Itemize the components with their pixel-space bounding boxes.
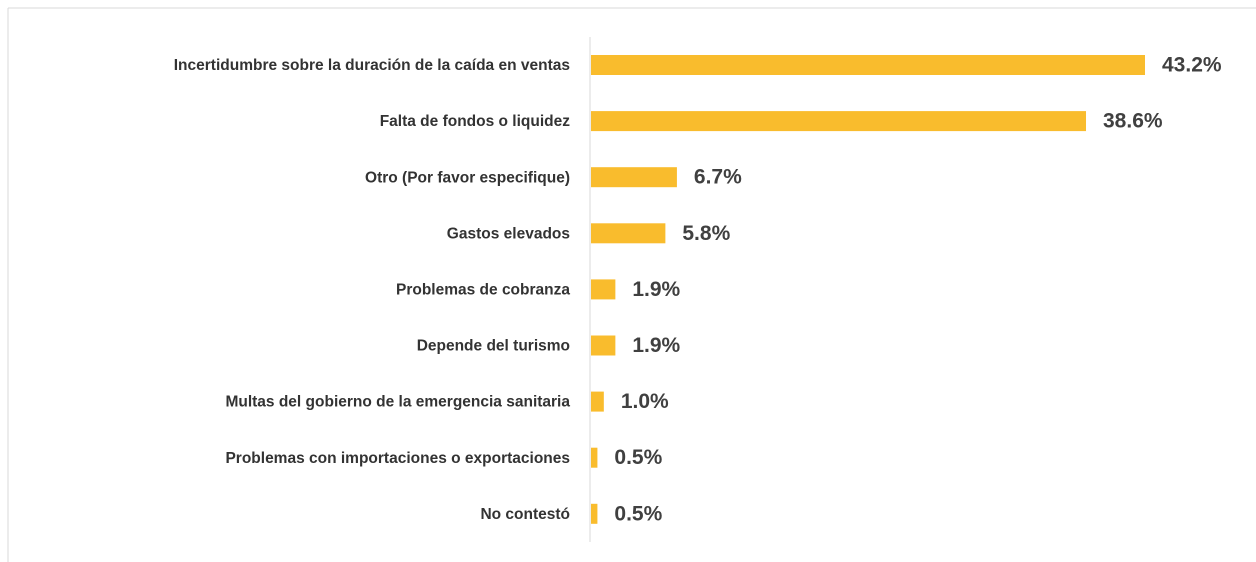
bar: [591, 111, 1087, 132]
category-label: Depende del turismo: [417, 338, 570, 355]
value-label: 6.7%: [694, 166, 742, 189]
bar: [591, 167, 677, 188]
value-label: 0.5%: [614, 446, 662, 469]
value-label: 38.6%: [1103, 110, 1163, 133]
category-label: Otro (Por favor especifique): [365, 169, 570, 186]
value-label: 1.0%: [621, 390, 669, 413]
bar: [591, 279, 616, 300]
bar: [591, 391, 604, 412]
bar: [591, 503, 598, 524]
bar: [591, 447, 598, 468]
category-label: Multas del gobierno de la emergencia san…: [225, 394, 570, 411]
value-label: 43.2%: [1162, 54, 1222, 77]
category-label: Falta de fondos o liquidez: [380, 113, 571, 130]
category-label: Gastos elevados: [447, 225, 570, 242]
category-label: No contestó: [480, 506, 570, 523]
bar: [591, 335, 616, 356]
category-label: Problemas de cobranza: [396, 281, 570, 298]
bar: [591, 55, 1145, 75]
bar: [591, 223, 666, 244]
value-label: 5.8%: [682, 222, 730, 245]
value-label: 0.5%: [614, 502, 662, 525]
value-label: 1.9%: [632, 278, 680, 301]
category-label: Problemas con importaciones o exportacio…: [225, 450, 570, 467]
value-label: 1.9%: [632, 334, 680, 357]
category-label: Incertidumbre sobre la duración de la ca…: [174, 57, 570, 74]
